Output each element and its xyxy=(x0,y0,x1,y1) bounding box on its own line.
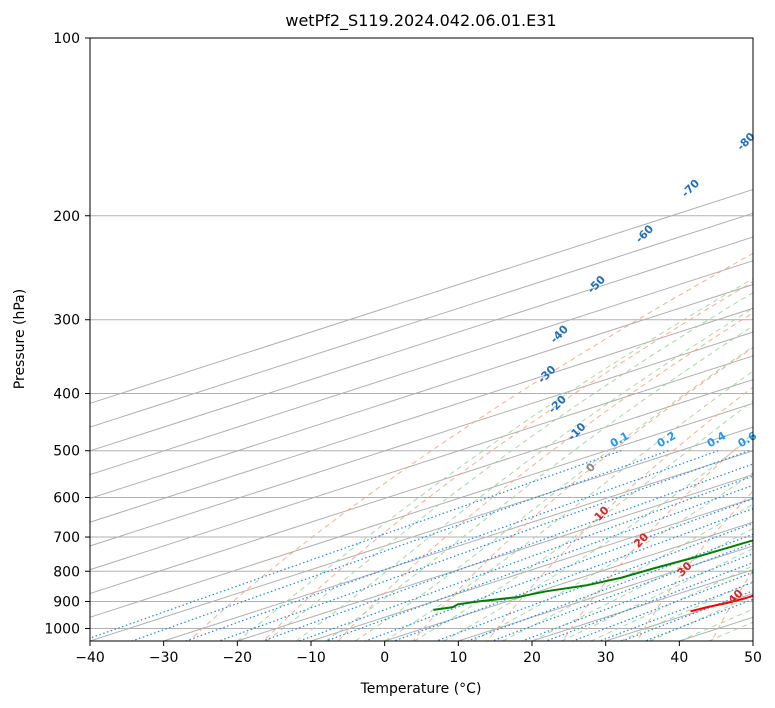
isotherm-line xyxy=(90,260,753,476)
isotherm-line xyxy=(90,188,753,404)
moist-adiabat xyxy=(384,370,753,641)
y-tick-label: 400 xyxy=(53,387,80,403)
chart-grid xyxy=(90,38,753,641)
moist-adiabat xyxy=(237,277,753,641)
moist-adiabat xyxy=(443,435,753,641)
mixing-ratio-line xyxy=(298,475,753,641)
x-tick-label: 10 xyxy=(449,650,467,666)
plot-area xyxy=(90,38,753,641)
moist-adiabat xyxy=(620,580,753,641)
chart-title: wetPf2_S119.2024.042.06.01.E31 xyxy=(285,11,556,31)
mixing-ratio-line xyxy=(131,450,669,641)
mixing-ratio-line xyxy=(365,498,753,641)
moist-adiabat xyxy=(266,291,753,641)
x-axis-label: Temperature (°C) xyxy=(360,681,482,697)
isotherm-line xyxy=(237,474,753,641)
y-tick-label: 500 xyxy=(53,444,80,460)
y-tick-label: 700 xyxy=(53,530,80,546)
x-tick-label: −40 xyxy=(75,650,105,666)
x-tick-label: 50 xyxy=(744,650,762,666)
y-tick-label: 300 xyxy=(53,313,80,329)
isotherm-line xyxy=(90,379,753,594)
moist-adiabat xyxy=(354,345,753,641)
moist-adiabat xyxy=(325,325,753,641)
isotherm-line xyxy=(90,212,753,428)
plot-frame xyxy=(89,37,754,642)
x-tick-label: 0 xyxy=(380,650,389,666)
isotherm-line xyxy=(90,402,753,618)
axis-ticks: −40 −30 −20 −10 0 10 20 30 40 50 100 200 300 400 500 60… xyxy=(44,31,762,666)
chart-backdrop xyxy=(90,38,753,641)
y-tick-label: 600 xyxy=(53,490,80,506)
dry-adiabat xyxy=(412,347,753,641)
y-axis-label: Pressure (hPa) xyxy=(12,289,28,389)
isotherm-line xyxy=(384,521,753,641)
isotherm-line xyxy=(90,426,753,641)
x-tick-label: −20 xyxy=(223,650,253,666)
dry-adiabat xyxy=(487,386,753,641)
dry-adiabat xyxy=(263,281,753,641)
isotherm-line xyxy=(163,450,753,641)
mixing-ratio-line xyxy=(492,542,753,641)
mixing-ratio-line xyxy=(599,581,753,641)
isotherm-line xyxy=(90,284,753,499)
x-tick-label: 40 xyxy=(670,650,688,666)
isotherm-line xyxy=(310,497,753,641)
dry-adiabat xyxy=(561,433,753,641)
moist-adiabat xyxy=(531,527,753,641)
mixing-ratio-line xyxy=(185,450,719,641)
moist-adiabat xyxy=(502,503,753,641)
mixing-ratio-line xyxy=(521,553,753,641)
isotherm-line xyxy=(90,236,753,452)
isotherm-line xyxy=(90,307,753,523)
isotherm-line xyxy=(752,640,753,641)
dry-adiabat xyxy=(188,252,753,641)
mixing-ratio-line xyxy=(325,484,753,641)
y-tick-label: 1000 xyxy=(44,621,80,637)
y-tick-label: 100 xyxy=(53,31,80,47)
y-tick-label: 200 xyxy=(53,209,80,225)
isotherm-line xyxy=(90,355,753,571)
x-tick-label: 20 xyxy=(523,650,541,666)
x-tick-label: −30 xyxy=(149,650,179,666)
x-tick-label: 30 xyxy=(597,650,615,666)
x-tick-label: −10 xyxy=(296,650,326,666)
isotherm-line xyxy=(90,331,753,547)
mixing-ratio-line xyxy=(546,562,753,641)
dry-adiabat xyxy=(636,490,753,641)
mixing-ratio-line xyxy=(436,522,753,641)
y-tick-label: 900 xyxy=(53,594,80,610)
mixing-ratio-line xyxy=(218,450,750,641)
y-tick-label: 800 xyxy=(53,564,80,580)
